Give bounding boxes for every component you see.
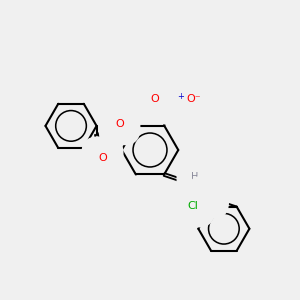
Text: N: N bbox=[172, 99, 180, 109]
Text: N: N bbox=[204, 192, 212, 202]
Text: O: O bbox=[98, 153, 107, 163]
Text: H: H bbox=[191, 172, 199, 182]
Text: +: + bbox=[177, 92, 184, 101]
Text: O: O bbox=[151, 94, 160, 104]
Text: O⁻: O⁻ bbox=[187, 94, 201, 104]
Text: O: O bbox=[115, 118, 124, 128]
Text: Cl: Cl bbox=[187, 201, 198, 211]
